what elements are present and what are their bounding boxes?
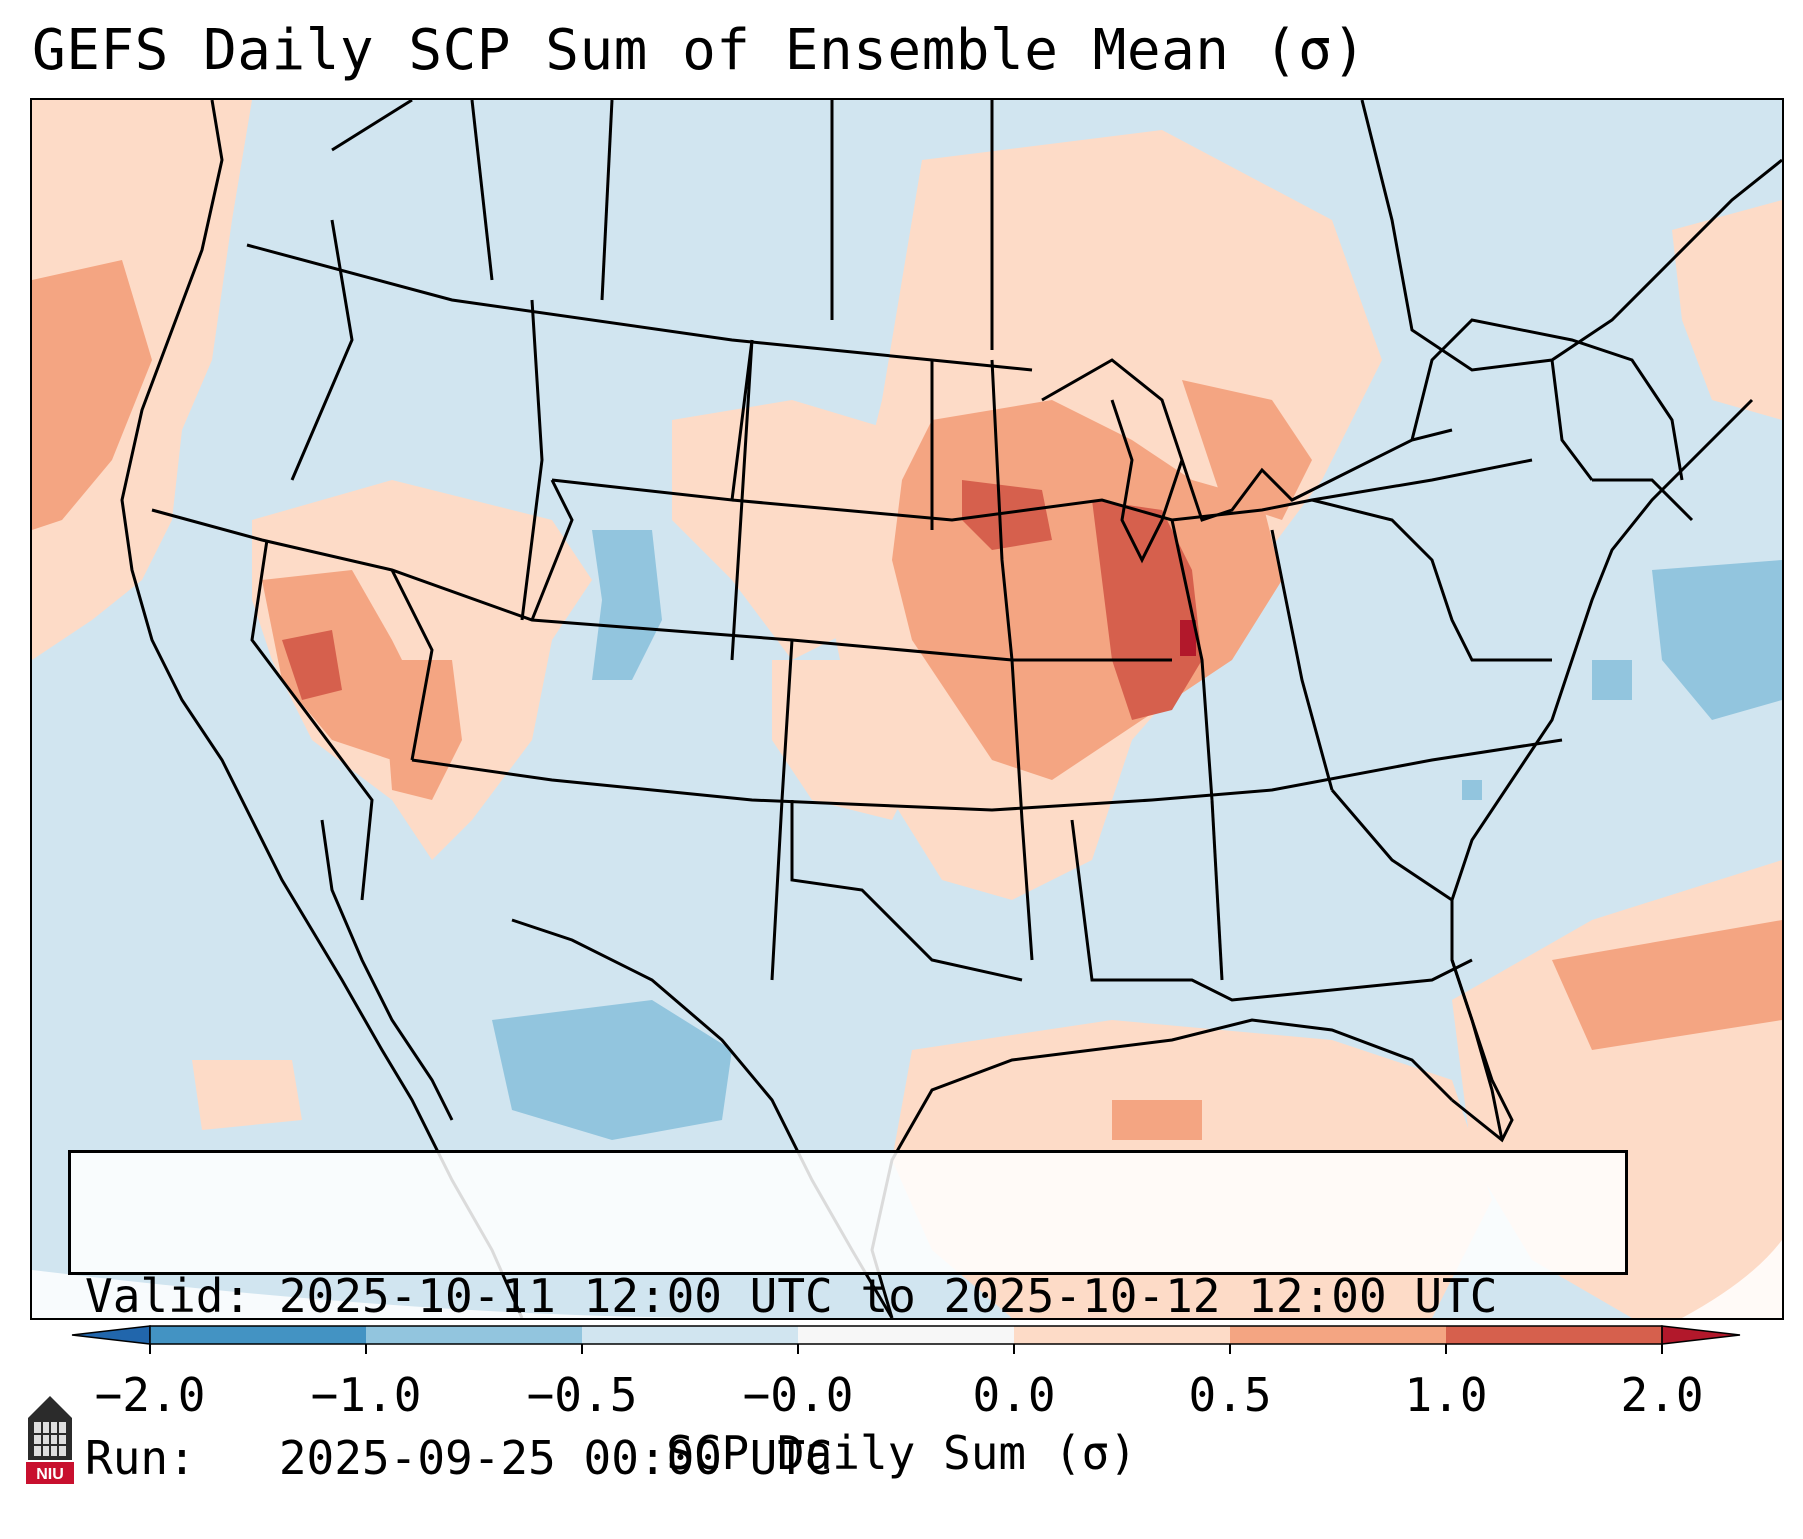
colorbar-tick-label: −0.0 <box>742 1368 854 1422</box>
colorbar-under-arrow <box>71 1325 151 1345</box>
colorbar-bin <box>366 1326 582 1344</box>
max-anomaly-cell <box>1180 620 1196 656</box>
colorbar-tick-label: 2.0 <box>1620 1368 1704 1422</box>
anomaly-layer-neg <box>492 530 1782 1140</box>
off-domain-area-right <box>1682 1240 1782 1318</box>
map-panel[interactable] <box>30 98 1784 1320</box>
colorbar-tick-label: −1.0 <box>310 1368 422 1422</box>
run-time-text: Run: 2025-09-25 00:00 UTC <box>85 1431 833 1485</box>
colorbar-label: SCP Daily Sum (σ) <box>666 1426 1137 1480</box>
colorbar-bin <box>150 1326 366 1344</box>
colorbar-bin <box>582 1326 798 1344</box>
colorbar: −2.0 −1.0 −0.5 −0.0 0.0 0.5 1.0 2.0 SCP Daily S… <box>0 1316 1803 1506</box>
colorbar-bin <box>798 1326 1014 1344</box>
colorbar-tick-label: 0.0 <box>972 1368 1056 1422</box>
colorbar-bin <box>1446 1326 1662 1344</box>
colorbar-bin <box>1014 1326 1230 1344</box>
colorbar-outline <box>149 1325 1663 1345</box>
niu-logo-icon: NIU <box>26 1396 74 1484</box>
colorbar-bin <box>1230 1326 1446 1344</box>
map-title: GEFS Daily SCP Sum of Ensemble Mean (σ) <box>32 18 1367 83</box>
valid-run-info-box: Valid: 2025-10-11 12:00 UTC to 2025-10-1… <box>68 1150 1628 1485</box>
colorbar-over-arrow <box>1661 1325 1741 1345</box>
off-domain-area <box>32 1270 732 1318</box>
map-canvas <box>32 100 1782 1318</box>
valid-time-text: Valid: 2025-10-11 12:00 UTC to 2025-10-1… <box>85 1269 1498 1323</box>
anomaly-layer-1.0-2.0 <box>282 480 1202 720</box>
colorbar-tick-label: 0.5 <box>1188 1368 1272 1422</box>
colorbar-tick-label: −2.0 <box>94 1368 206 1422</box>
colorbar-tick-label: 1.0 <box>1404 1368 1488 1422</box>
logo-text: NIU <box>36 1466 64 1483</box>
coastlines-and-borders <box>120 100 1782 1318</box>
colorbar-bar <box>71 1325 1741 1354</box>
colorbar-tick-label: −0.5 <box>526 1368 638 1422</box>
